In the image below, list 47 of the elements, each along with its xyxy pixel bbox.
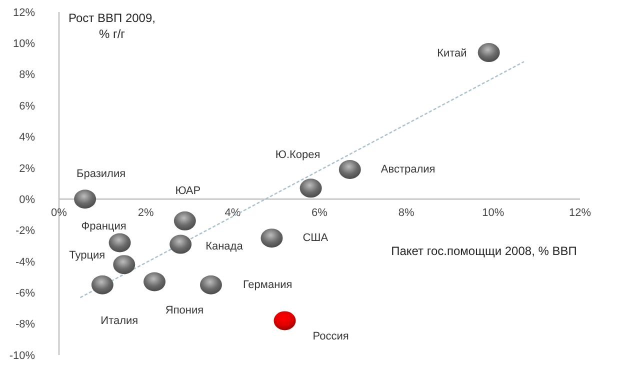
x-tick-label: 6% (312, 207, 328, 220)
y-tick-label: 6% (19, 100, 36, 112)
x-tick-label: 4% (224, 207, 241, 220)
x-axis-title: Пакет гос.помощщи 2008, % ВВП (391, 244, 577, 258)
annotation: Ю.Корея (275, 149, 320, 162)
y-axis-title: Рост ВВП 2009, % г/г (68, 11, 156, 41)
point (91, 275, 114, 294)
y-tick-label: -6% (15, 287, 36, 300)
annotation: США (302, 232, 329, 244)
y-tick-label: 12% (12, 6, 36, 19)
y-tick-label: -4% (15, 256, 36, 268)
point (338, 160, 361, 179)
annotation: Россия (312, 330, 349, 343)
annotation: Китай (437, 48, 467, 60)
y-tick-label: 10% (12, 38, 36, 50)
x-tick-label: 12% (568, 207, 592, 220)
point (144, 272, 166, 292)
point (200, 275, 222, 294)
point (478, 43, 500, 62)
annotation: Турция (69, 250, 106, 262)
x-tick-label: 0% (51, 207, 68, 220)
annotation: Канада (206, 240, 244, 252)
x-tick-label: 8% (398, 207, 414, 220)
annotation: Италия (100, 314, 138, 327)
y-tick-label: -10% (9, 350, 36, 362)
y-tick-label: -2% (15, 225, 36, 238)
y-tick-label: 4% (19, 132, 36, 144)
annotation: Австралия (380, 163, 436, 176)
y-tick-label: -8% (15, 318, 36, 331)
x-tick-label: 2% (138, 207, 154, 220)
x-tick-label: 10% (482, 207, 504, 220)
annotation: ЮАР (175, 184, 201, 197)
point (113, 255, 136, 274)
y-tick-label: 0% (19, 194, 36, 206)
y-tick-label: 8% (19, 69, 36, 82)
point (174, 211, 196, 230)
point (170, 234, 192, 254)
point (274, 311, 296, 330)
point (74, 190, 96, 209)
point (108, 233, 131, 252)
point (260, 228, 283, 248)
annotation: Германия (242, 278, 292, 291)
point (300, 178, 322, 198)
annotation: Франция (81, 220, 126, 233)
annotation: Бразилия (76, 168, 126, 180)
y-tick-label: 2% (19, 162, 36, 175)
annotation: Япония (165, 304, 204, 317)
